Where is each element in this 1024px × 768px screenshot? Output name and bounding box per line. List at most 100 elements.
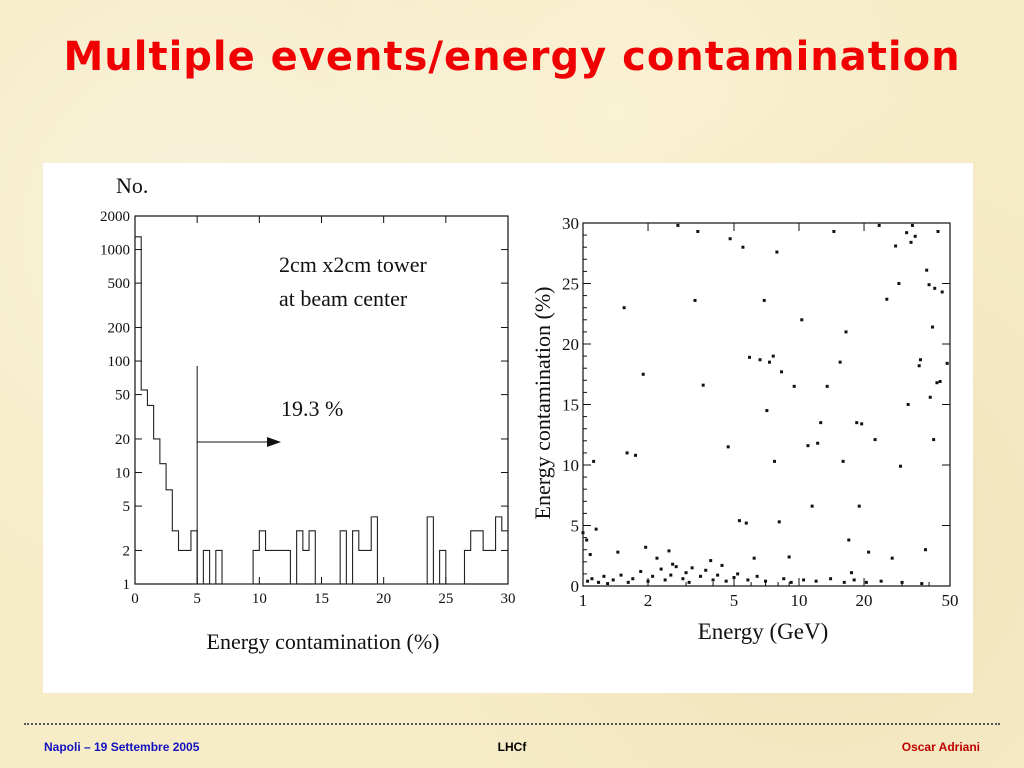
scatter-point (885, 297, 889, 301)
scatter-point (633, 453, 637, 457)
scatter-point (855, 421, 859, 425)
scatter-point (923, 548, 927, 552)
scatter-point (899, 464, 903, 468)
histogram-bin (371, 517, 377, 584)
scatter-point (935, 381, 939, 385)
histogram-xtick-label: 25 (438, 591, 453, 607)
scatter-point (732, 576, 736, 580)
scatter-xtick-label: 5 (730, 591, 739, 610)
scatter-point (905, 231, 909, 235)
histogram-ytick-label: 1000 (100, 243, 130, 259)
scatter-point (606, 582, 610, 586)
histogram-bin (154, 439, 160, 584)
histogram-bin (440, 550, 446, 584)
scatter-point (581, 531, 585, 535)
scatter-point (873, 438, 877, 442)
histogram-xtick-label: 20 (376, 591, 391, 607)
scatter-point (933, 286, 937, 290)
scatter-point (736, 572, 740, 576)
figure-svg: No. 0 5 10 15 20 25 30125102050100200500100020… (100, 173, 959, 654)
scatter-point (857, 504, 861, 508)
histogram-bin (141, 390, 147, 584)
scatter-point (841, 459, 845, 463)
scatter-point (602, 574, 606, 578)
scatter-ytick-label: 20 (562, 335, 579, 354)
scatter-point (775, 250, 779, 254)
scatter-point (852, 578, 856, 582)
histogram-bin (483, 550, 495, 584)
scatter-point (764, 579, 768, 583)
scatter-point (920, 582, 924, 586)
histogram-xtick-label: 10 (252, 591, 267, 607)
scatter-point (701, 383, 705, 387)
scatter-point (897, 282, 901, 285)
footer-right: Oscar Adriani (901, 740, 980, 754)
scatter-point (625, 451, 629, 455)
scatter-point (931, 325, 935, 329)
scatter-point (787, 555, 791, 559)
scatter-point (777, 520, 781, 524)
annotation-line-1: 2cm x2cm tower (279, 252, 428, 277)
scatter-point (860, 422, 864, 426)
scatter-point (728, 237, 732, 241)
scatter-point (810, 504, 814, 508)
scatter-point (641, 372, 645, 376)
scatter-point (594, 527, 598, 531)
scatter-point (780, 370, 784, 374)
scatter-point (622, 306, 626, 310)
footer-left: Napoli – 19 Settembre 2005 (44, 740, 200, 754)
footer-divider (24, 723, 1000, 725)
scatter-point (681, 577, 685, 581)
scatter-xtick-label: 2 (644, 591, 653, 610)
scatter-point (800, 318, 804, 322)
histogram-bin (309, 531, 315, 584)
scatter-point (782, 577, 786, 581)
scatter-point (767, 360, 771, 364)
histogram-bin (496, 517, 502, 584)
scatter-point (669, 573, 673, 577)
scatter-point (938, 380, 942, 384)
scatter-point (586, 579, 590, 583)
histogram-ytick-label: 200 (108, 320, 131, 336)
scatter-point (626, 580, 630, 584)
scatter-ylabel: Energy contamination (%) (530, 287, 555, 520)
scatter-point (906, 403, 910, 406)
scatter-ytick-label: 10 (562, 456, 579, 475)
scatter-point (699, 574, 703, 578)
histogram-bin (427, 517, 433, 584)
scatter-point (925, 268, 929, 272)
scatter-point (814, 579, 818, 583)
scatter-point (890, 556, 894, 560)
histogram-bin (259, 531, 265, 584)
scatter-point (651, 574, 655, 578)
scatter-point (748, 355, 752, 359)
scatter-point (802, 578, 806, 582)
scatter-point (762, 298, 766, 302)
scatter-xtick-label: 50 (942, 591, 959, 610)
scatter-xtick-label: 20 (856, 591, 873, 610)
scatter-frame (582, 222, 951, 587)
scatter-point (850, 571, 854, 575)
scatter-point (674, 565, 678, 569)
histogram-ytick-label: 2 (123, 543, 131, 559)
histogram-ytick-label: 100 (108, 354, 131, 370)
scatter-point (590, 577, 594, 581)
scatter-point (932, 438, 936, 442)
scatter-point (927, 283, 931, 287)
scatter-point (771, 354, 775, 358)
scatter-point (945, 361, 949, 365)
scatter-point (671, 562, 675, 566)
scatter-point (917, 364, 921, 368)
scatter-point (772, 459, 776, 463)
scatter-xtick-label: 1 (579, 591, 588, 610)
scatter-point (909, 240, 913, 244)
scatter-ytick-label: 25 (562, 275, 579, 294)
scatter-point (913, 234, 917, 238)
annotation-line-2: at beam center (279, 286, 408, 311)
scatter-point (806, 444, 810, 448)
scatter-point (789, 580, 793, 584)
scatter-points (581, 223, 949, 586)
